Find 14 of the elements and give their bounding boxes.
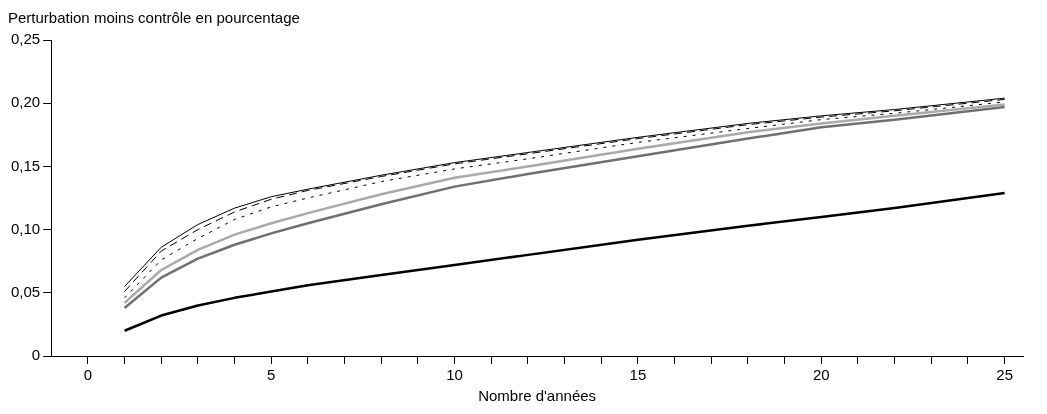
x-tick-label: 20 <box>812 366 830 384</box>
x-tick-label: 10 <box>446 366 463 384</box>
y-tick-label: 0,10 <box>10 219 41 237</box>
y-tick-label: 0,05 <box>10 282 41 300</box>
y-tick-label: 0,25 <box>10 30 41 48</box>
x-tick-label: 5 <box>267 366 276 384</box>
y-tick-label: 0,15 <box>10 156 41 174</box>
y-tick-label: 0 <box>31 346 41 364</box>
x-tick-label: 0 <box>83 366 93 384</box>
x-tick-label: 15 <box>629 366 647 384</box>
x-tick-label: 25 <box>996 366 1014 384</box>
y-tick-label: 0,20 <box>10 93 41 111</box>
x-axis-title: Nombre d'années <box>478 387 597 405</box>
y-axis-title: Perturbation moins contrôle en pourcentage <box>8 8 301 28</box>
